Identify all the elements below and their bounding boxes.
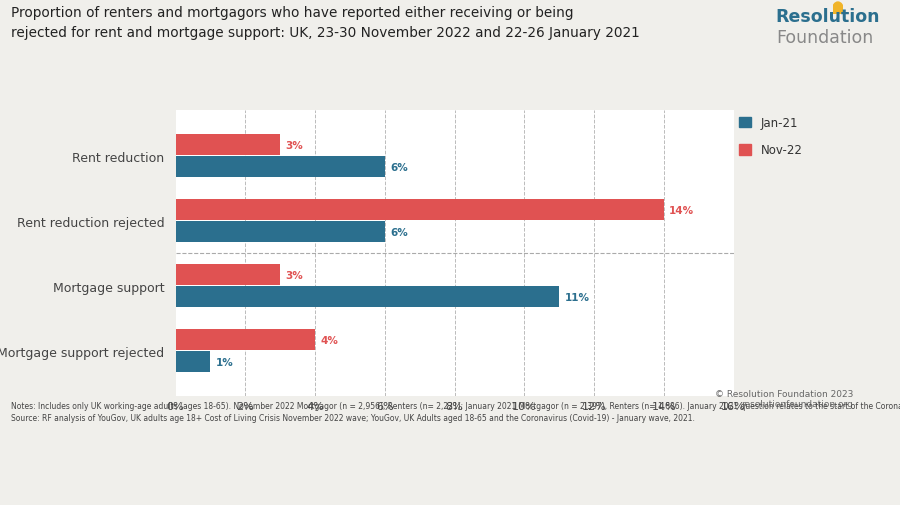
Text: 14%: 14% bbox=[669, 206, 694, 215]
Bar bbox=[176, 265, 280, 285]
Text: © Resolution Foundation 2023
resolutionfoundation.org: © Resolution Foundation 2023 resolutionf… bbox=[715, 389, 853, 408]
Circle shape bbox=[832, 3, 843, 18]
Bar bbox=[176, 200, 664, 221]
Bar bbox=[176, 222, 385, 243]
Bar bbox=[176, 135, 280, 156]
Text: 3%: 3% bbox=[285, 140, 303, 150]
Text: 4%: 4% bbox=[320, 335, 338, 345]
Bar bbox=[176, 351, 211, 372]
Text: Resolution: Resolution bbox=[776, 8, 880, 26]
Bar bbox=[176, 330, 315, 350]
Text: 6%: 6% bbox=[390, 163, 408, 173]
Legend: Jan-21, Nov-22: Jan-21, Nov-22 bbox=[740, 117, 803, 157]
Text: Foundation: Foundation bbox=[776, 29, 873, 47]
Bar bbox=[176, 157, 385, 178]
Text: 6%: 6% bbox=[390, 227, 408, 237]
Bar bbox=[176, 287, 559, 308]
Text: Proportion of renters and mortgagors who have reported either receiving or being: Proportion of renters and mortgagors who… bbox=[11, 6, 640, 39]
Text: Notes: Includes only UK working-age adults (ages 18-65). November 2022 Mortgagor: Notes: Includes only UK working-age adul… bbox=[11, 401, 900, 422]
Text: 3%: 3% bbox=[285, 270, 303, 280]
Text: 11%: 11% bbox=[564, 292, 590, 302]
Text: 1%: 1% bbox=[216, 357, 233, 367]
